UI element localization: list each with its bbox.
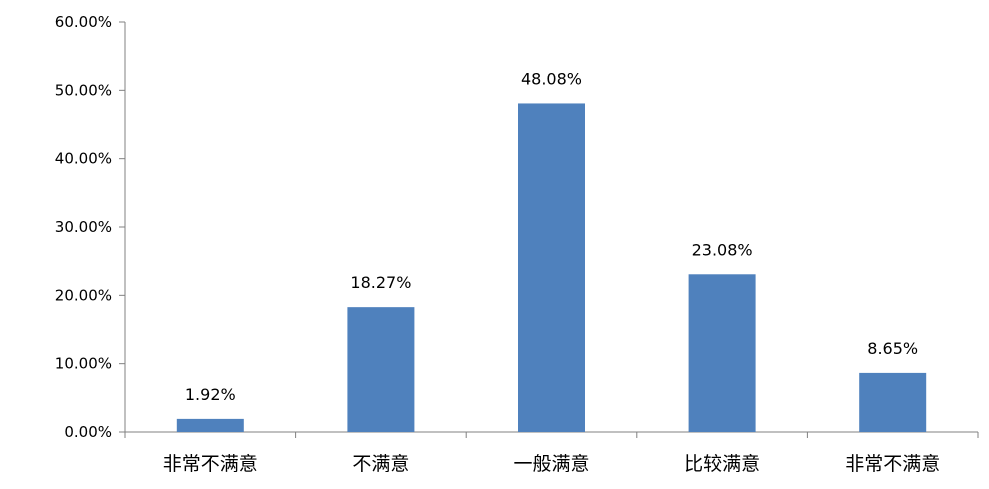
y-tick-label: 60.00% bbox=[55, 13, 112, 31]
y-tick-label: 0.00% bbox=[64, 423, 112, 441]
data-label: 8.65% bbox=[867, 339, 918, 358]
bar bbox=[347, 307, 415, 432]
category-label: 比较满意 bbox=[684, 453, 760, 475]
y-tick-label: 20.00% bbox=[55, 286, 112, 304]
x-axis-ticks bbox=[124, 432, 979, 438]
bar-series bbox=[176, 103, 927, 432]
category-label: 非常不满意 bbox=[163, 453, 258, 475]
bar bbox=[688, 274, 756, 432]
category-labels: 非常不满意 不满意 一般满意 比较满意 非常不满意 bbox=[163, 453, 940, 475]
data-label: 23.08% bbox=[692, 240, 753, 259]
category-label: 不满意 bbox=[352, 453, 409, 475]
data-labels: 1.92% 18.27% 48.08% 23.08% 8.65% bbox=[185, 69, 918, 403]
y-tick-label: 10.00% bbox=[55, 355, 112, 373]
bar bbox=[518, 103, 585, 432]
y-tick-label: 30.00% bbox=[55, 218, 112, 236]
category-label: 非常不满意 bbox=[845, 453, 940, 475]
data-label: 48.08% bbox=[521, 69, 582, 88]
category-label: 一般满意 bbox=[513, 453, 589, 475]
y-axis-ticks: 0.00% 10.00% 20.00% 30.00% 40.00% 50.00% 60.00… bbox=[55, 13, 125, 441]
bar bbox=[859, 372, 927, 432]
bar bbox=[176, 418, 244, 432]
y-tick-label: 40.00% bbox=[55, 150, 112, 168]
data-label: 1.92% bbox=[185, 385, 236, 404]
data-label: 18.27% bbox=[350, 273, 411, 292]
y-tick-label: 50.00% bbox=[55, 81, 112, 99]
